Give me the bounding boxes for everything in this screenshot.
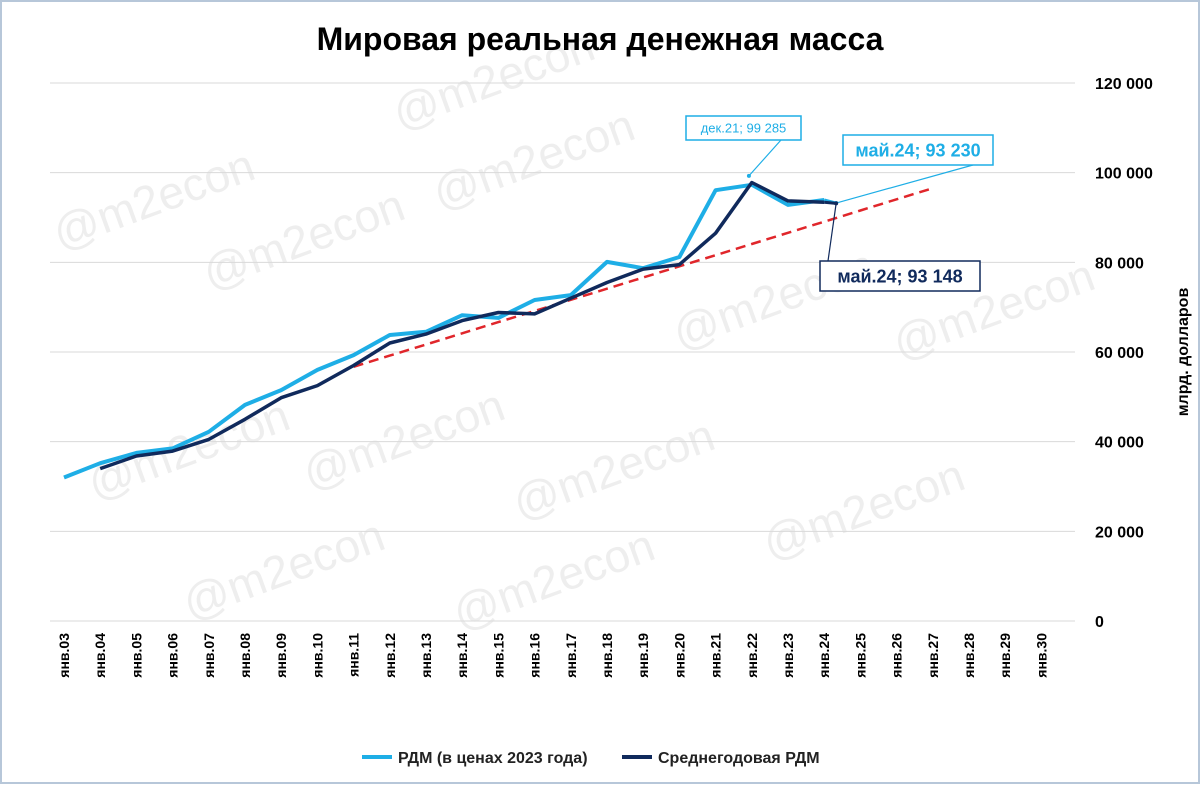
- x-tick-label: янв.14: [454, 633, 470, 678]
- annotation-leader: [835, 164, 974, 204]
- x-tick-label: янв.19: [635, 633, 651, 678]
- x-tick-label: янв.11: [346, 633, 362, 677]
- annotation-label: дек.21; 99 285: [701, 121, 787, 136]
- annotation-label: май.24; 93 230: [855, 140, 980, 160]
- y-tick-label: 0: [1095, 614, 1104, 631]
- x-tick-label: янв.20: [671, 633, 687, 678]
- x-tick-label: янв.03: [56, 633, 72, 678]
- annotation-point: [746, 173, 751, 178]
- series-line: [63, 182, 825, 480]
- annotation-point: [834, 201, 839, 206]
- x-tick-label: янв.07: [201, 633, 217, 678]
- x-tick-label: янв.10: [309, 633, 325, 678]
- legend-label: РДМ (в ценах 2023 года): [398, 750, 588, 767]
- x-tick-label: янв.21: [708, 633, 724, 678]
- x-tick-label: янв.27: [925, 633, 941, 678]
- annotation-leader: [827, 203, 837, 262]
- annotation-box: [685, 115, 802, 141]
- chart-title: Мировая реальная денежная масса: [317, 21, 884, 57]
- y-tick-label: 60 000: [1095, 345, 1144, 362]
- y-tick-label: 20 000: [1095, 524, 1144, 541]
- y-tick-label: 120 000: [1095, 76, 1153, 93]
- y-tick-label: 80 000: [1095, 255, 1144, 272]
- y-tick-label: 40 000: [1095, 435, 1144, 452]
- x-tick-label: янв.06: [165, 633, 181, 678]
- y-tick-label: 100 000: [1095, 166, 1153, 183]
- annotation-box: [819, 260, 981, 292]
- legend-label: Среднегодовая РДМ: [658, 750, 820, 767]
- x-tick-label: янв.15: [490, 633, 506, 678]
- x-tick-label: янв.12: [382, 633, 398, 678]
- x-tick-label: янв.26: [889, 633, 905, 678]
- trend-line: [353, 187, 934, 368]
- x-tick-label: янв.22: [744, 633, 760, 678]
- series-line: [99, 180, 825, 471]
- x-tick-label: янв.16: [527, 633, 543, 678]
- x-tick-label: янв.29: [997, 633, 1013, 678]
- x-tick-label: янв.30: [1033, 633, 1049, 678]
- x-tick-label: янв.28: [961, 633, 977, 678]
- x-tick-label: янв.05: [128, 633, 144, 678]
- annotation-label: май.24; 93 148: [837, 266, 962, 286]
- x-tick-label: янв.18: [599, 633, 615, 678]
- x-tick-label: янв.17: [563, 633, 579, 678]
- annotation-box: [842, 134, 994, 166]
- x-tick-label: янв.04: [92, 633, 108, 678]
- x-tick-label: янв.25: [852, 633, 868, 678]
- x-tick-label: янв.24: [816, 633, 832, 678]
- x-tick-label: янв.08: [237, 633, 253, 678]
- y-axis-label: млрд. долларов: [1175, 288, 1192, 417]
- x-tick-label: янв.23: [780, 633, 796, 678]
- x-tick-label: янв.09: [273, 633, 289, 678]
- annotation-leader: [748, 139, 782, 177]
- x-tick-label: янв.13: [418, 633, 434, 678]
